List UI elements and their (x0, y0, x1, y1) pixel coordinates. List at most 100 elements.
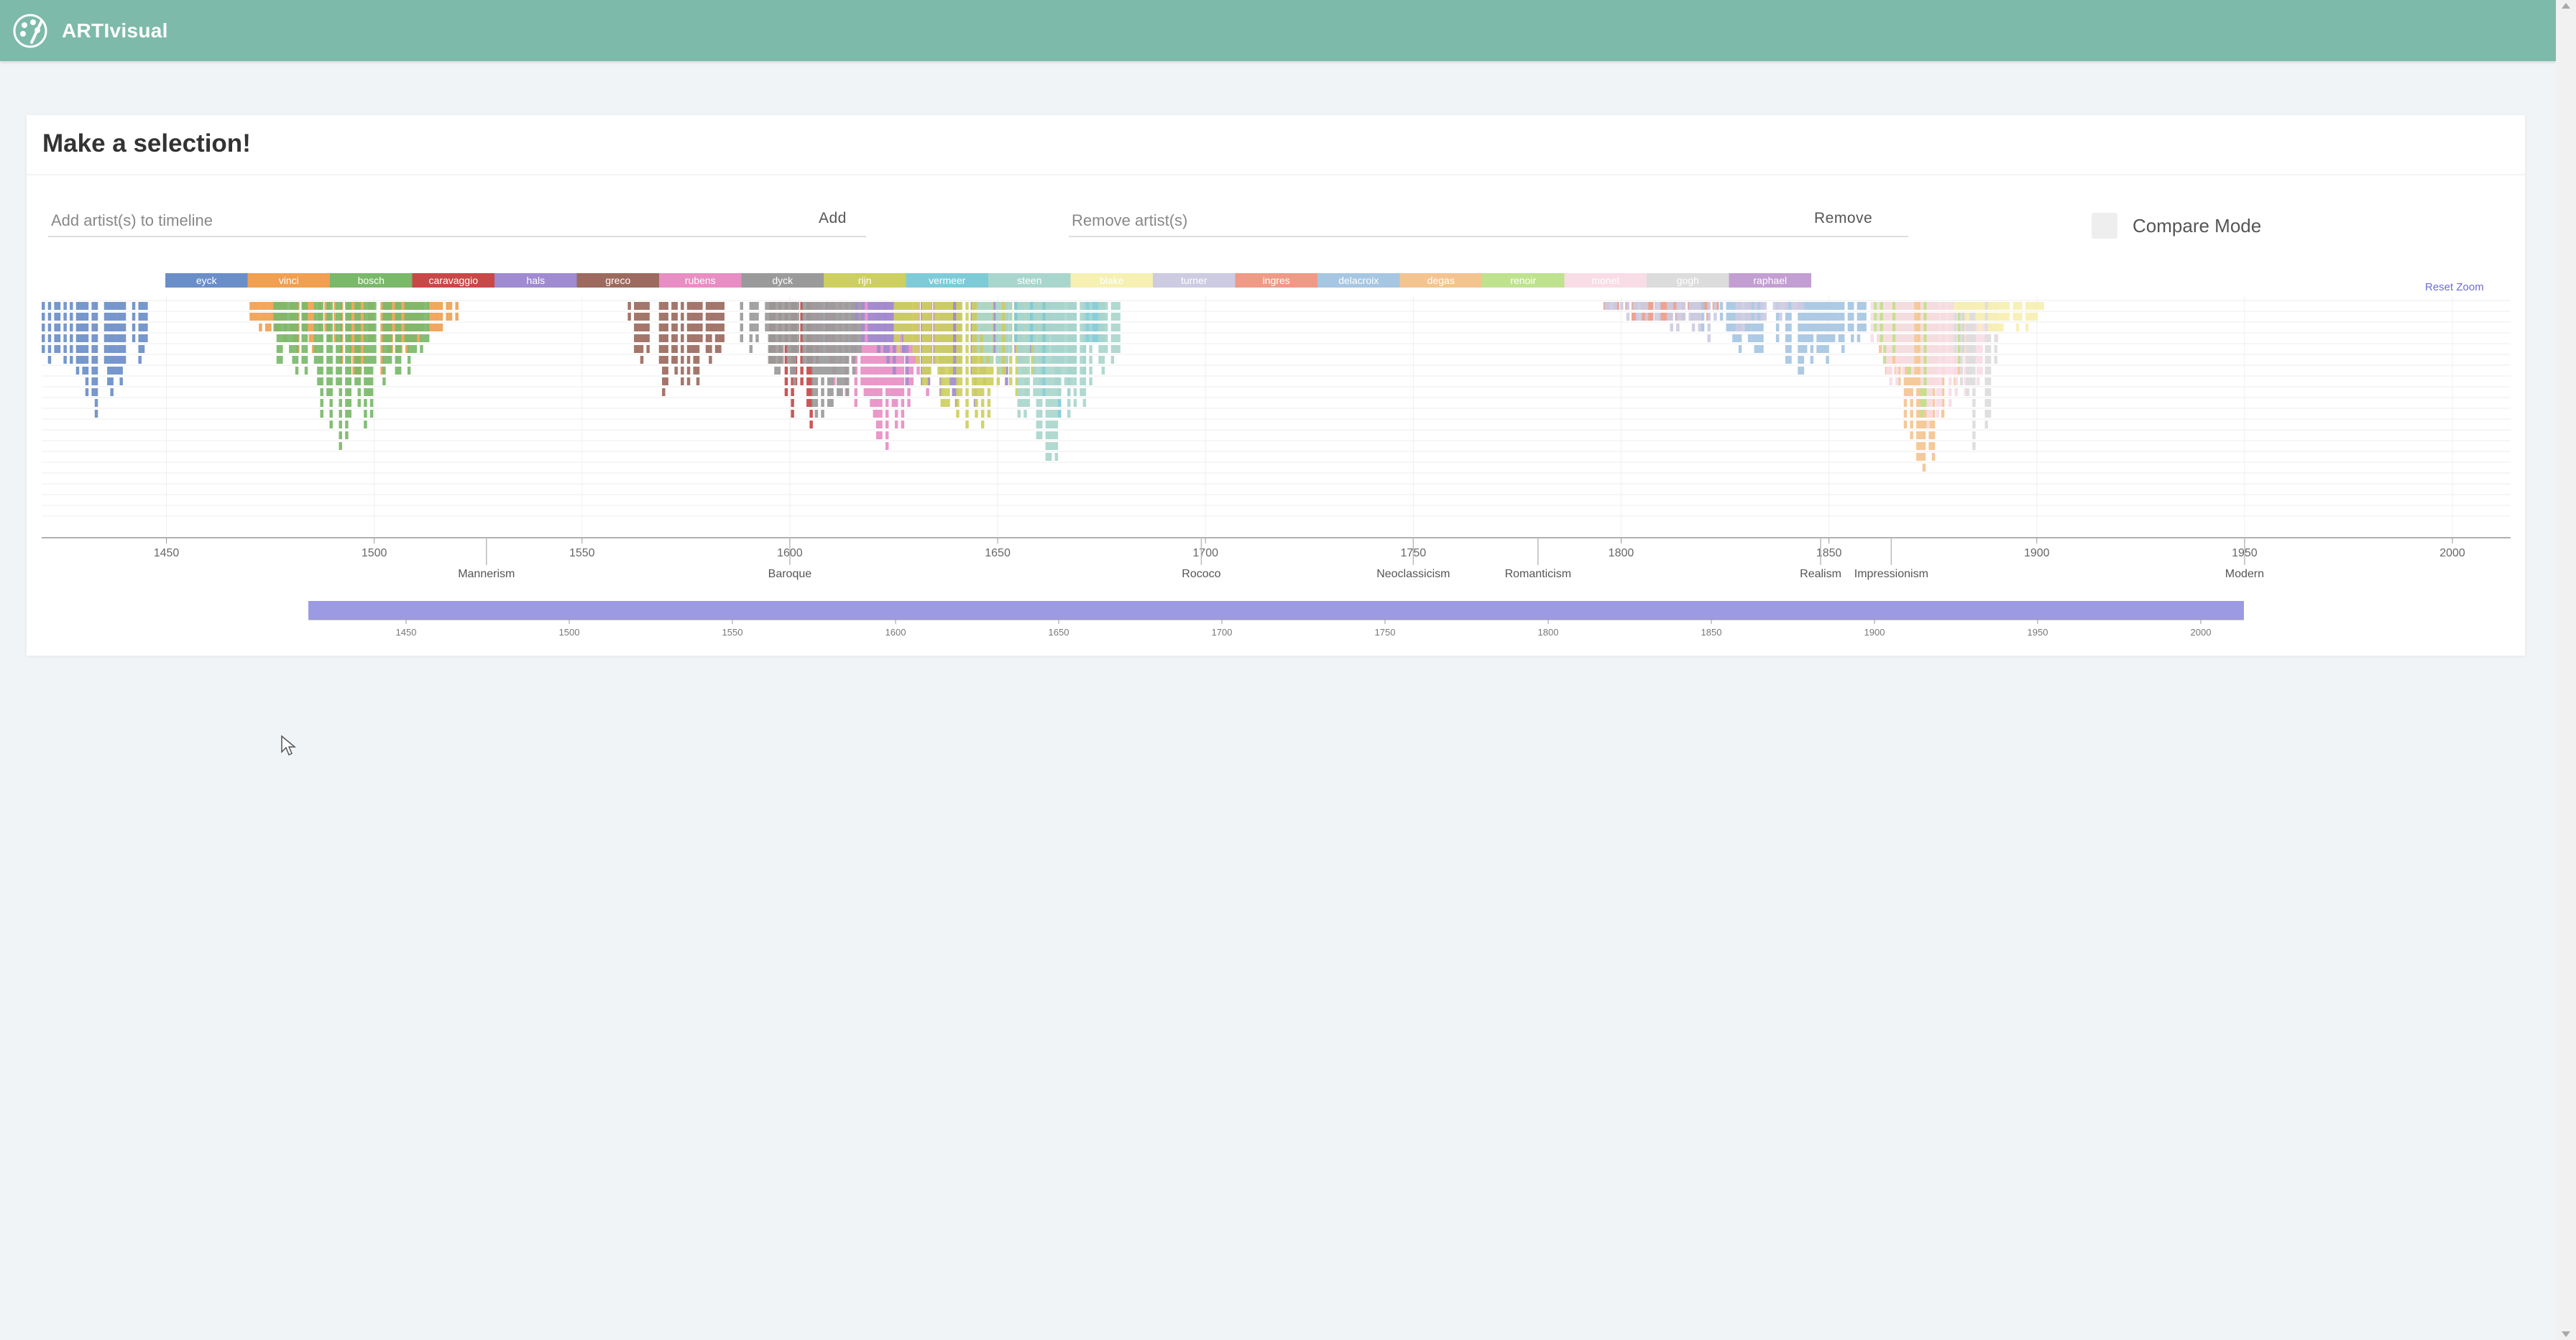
painting-mark[interactable] (1785, 356, 1789, 364)
painting-mark[interactable] (827, 323, 831, 331)
painting-mark[interactable] (2006, 302, 2010, 310)
period-label[interactable]: Rococo (1182, 568, 1220, 580)
painting-mark[interactable] (863, 313, 868, 321)
painting-mark[interactable] (1760, 313, 1764, 321)
painting-mark[interactable] (646, 313, 650, 321)
painting-mark[interactable] (1926, 313, 1931, 321)
painting-mark[interactable] (1036, 367, 1040, 375)
painting-mark[interactable] (909, 323, 913, 331)
painting-mark[interactable] (91, 345, 95, 353)
painting-mark[interactable] (407, 345, 411, 353)
painting-mark[interactable] (861, 323, 865, 331)
painting-mark[interactable] (1972, 399, 1976, 407)
painting-mark[interactable] (1886, 323, 1890, 331)
painting-mark[interactable] (1945, 345, 1949, 353)
painting-mark[interactable] (1757, 334, 1761, 342)
painting-mark[interactable] (1747, 334, 1752, 342)
painting-mark[interactable] (1020, 323, 1024, 331)
painting-mark[interactable] (138, 345, 142, 353)
painting-mark[interactable] (1948, 323, 1952, 331)
painting-mark[interactable] (934, 356, 938, 364)
painting-mark[interactable] (1757, 345, 1761, 353)
painting-mark[interactable] (956, 334, 960, 342)
painting-mark[interactable] (1919, 431, 1923, 439)
painting-mark[interactable] (800, 345, 804, 353)
painting-mark[interactable] (1926, 377, 1931, 385)
painting-mark[interactable] (916, 367, 920, 375)
painting-mark[interactable] (1760, 323, 1764, 331)
painting-mark[interactable] (1898, 323, 1902, 331)
painting-mark[interactable] (1895, 356, 1899, 364)
painting-mark[interactable] (1048, 421, 1052, 428)
painting-mark[interactable] (336, 356, 339, 364)
painting-mark[interactable] (714, 313, 719, 321)
painting-mark[interactable] (1942, 356, 1946, 364)
painting-mark[interactable] (836, 388, 840, 396)
painting-mark[interactable] (840, 302, 843, 310)
painting-mark[interactable] (1052, 377, 1055, 385)
painting-mark[interactable] (1923, 323, 1927, 331)
painting-mark[interactable] (348, 377, 351, 385)
painting-mark[interactable] (433, 313, 437, 321)
painting-mark[interactable] (870, 388, 873, 396)
painting-mark[interactable] (436, 302, 440, 310)
painting-mark[interactable] (665, 302, 668, 310)
painting-mark[interactable] (681, 367, 684, 375)
painting-mark[interactable] (119, 345, 123, 353)
painting-mark[interactable] (712, 302, 715, 310)
painting-mark[interactable] (924, 377, 929, 385)
painting-mark[interactable] (1085, 313, 1090, 321)
painting-mark[interactable] (992, 345, 996, 353)
painting-mark[interactable] (712, 313, 715, 321)
painting-mark[interactable] (721, 334, 724, 342)
painting-mark[interactable] (110, 345, 114, 353)
painting-mark[interactable] (1682, 302, 1686, 310)
legend-label[interactable]: vinci (279, 275, 299, 286)
painting-mark[interactable] (1816, 302, 1820, 310)
painting-mark[interactable] (940, 356, 944, 364)
painting-mark[interactable] (285, 302, 290, 310)
painting-mark[interactable] (336, 302, 339, 310)
painting-mark[interactable] (924, 313, 929, 321)
painting-mark[interactable] (295, 302, 299, 310)
painting-mark[interactable] (912, 345, 916, 353)
painting-mark[interactable] (1895, 345, 1899, 353)
painting-mark[interactable] (805, 356, 809, 364)
painting-mark[interactable] (879, 399, 883, 407)
painting-mark[interactable] (82, 345, 86, 353)
painting-mark[interactable] (975, 323, 978, 331)
painting-mark[interactable] (1067, 334, 1071, 342)
painting-mark[interactable] (640, 313, 644, 321)
painting-mark[interactable] (336, 323, 339, 331)
painting-mark[interactable] (989, 323, 993, 331)
painting-mark[interactable] (1951, 367, 1955, 375)
painting-mark[interactable] (875, 377, 880, 385)
painting-mark[interactable] (786, 345, 791, 353)
painting-mark[interactable] (1954, 388, 1959, 396)
painting-mark[interactable] (329, 345, 333, 353)
painting-mark[interactable] (827, 399, 831, 407)
painting-mark[interactable] (714, 334, 719, 342)
painting-mark[interactable] (1901, 356, 1905, 364)
painting-mark[interactable] (699, 334, 703, 342)
painting-mark[interactable] (662, 367, 666, 375)
painting-mark[interactable] (840, 334, 843, 342)
painting-mark[interactable] (382, 367, 386, 375)
period-label[interactable]: Baroque (768, 568, 812, 580)
painting-mark[interactable] (1994, 356, 1997, 364)
painting-mark[interactable] (1052, 313, 1055, 321)
painting-mark[interactable] (364, 302, 367, 310)
painting-mark[interactable] (1113, 302, 1118, 310)
legend-label[interactable]: degas (1427, 275, 1455, 286)
painting-mark[interactable] (980, 313, 983, 321)
painting-mark[interactable] (268, 313, 272, 321)
painting-mark[interactable] (875, 421, 880, 428)
painting-mark[interactable] (1113, 313, 1118, 321)
painting-mark[interactable] (2000, 302, 2004, 310)
painting-mark[interactable] (1813, 302, 1817, 310)
painting-mark[interactable] (627, 313, 631, 321)
painting-mark[interactable] (1951, 313, 1955, 321)
painting-mark[interactable] (116, 313, 120, 321)
painting-mark[interactable] (1800, 367, 1805, 375)
painting-mark[interactable] (898, 356, 901, 364)
